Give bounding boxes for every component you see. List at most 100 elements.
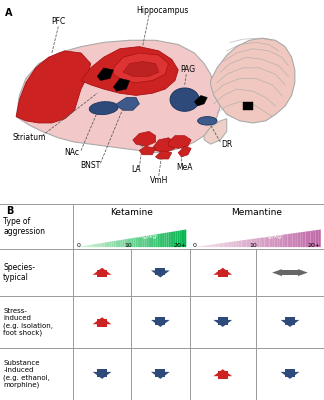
Polygon shape [262,237,264,247]
Polygon shape [213,244,216,247]
Polygon shape [127,239,129,247]
Text: Ketamine: Ketamine [110,208,153,217]
Polygon shape [204,119,227,144]
Polygon shape [162,233,164,247]
Polygon shape [164,233,167,247]
Text: 20+: 20+ [307,243,321,248]
Polygon shape [293,233,295,247]
Polygon shape [247,239,249,247]
Polygon shape [156,317,165,325]
Polygon shape [140,236,142,247]
Polygon shape [118,240,120,247]
Polygon shape [97,68,113,80]
Polygon shape [298,232,300,247]
Polygon shape [98,243,100,247]
Polygon shape [211,38,295,123]
Polygon shape [142,236,145,247]
Polygon shape [122,239,125,247]
Polygon shape [156,369,165,377]
Polygon shape [234,241,236,247]
Polygon shape [216,244,218,247]
Polygon shape [259,238,262,247]
Polygon shape [243,102,253,110]
Polygon shape [113,53,168,83]
Text: Memantine: Memantine [231,208,282,217]
Polygon shape [97,319,107,327]
Polygon shape [272,269,282,276]
Polygon shape [285,317,295,325]
Polygon shape [97,369,107,377]
Polygon shape [93,372,111,379]
Polygon shape [218,371,228,379]
Polygon shape [107,242,109,247]
Polygon shape [249,239,252,247]
Polygon shape [156,234,158,247]
Polygon shape [105,242,107,247]
Text: Type of
aggression: Type of aggression [3,217,45,236]
Text: A: A [5,8,12,18]
Polygon shape [83,246,85,247]
Polygon shape [151,235,153,247]
Polygon shape [208,245,211,247]
Polygon shape [287,234,290,247]
Polygon shape [282,234,285,247]
Polygon shape [125,239,127,247]
Polygon shape [295,233,298,247]
Polygon shape [201,246,203,247]
Polygon shape [195,246,198,247]
Polygon shape [229,242,231,247]
Polygon shape [94,244,96,247]
Text: 10: 10 [124,243,132,248]
Polygon shape [214,369,232,376]
Polygon shape [203,245,205,247]
Polygon shape [123,62,159,76]
Polygon shape [318,230,321,247]
Polygon shape [275,236,277,247]
Ellipse shape [198,116,217,125]
Polygon shape [224,242,226,247]
Polygon shape [308,231,310,247]
Polygon shape [231,242,234,247]
Polygon shape [194,95,207,106]
Polygon shape [182,230,184,247]
Polygon shape [168,136,191,148]
Text: Stress-
induced
(e.g. isolation,
foot shock): Stress- induced (e.g. isolation, foot sh… [3,308,53,336]
Polygon shape [113,78,130,91]
Polygon shape [151,372,170,379]
Polygon shape [120,240,122,247]
Polygon shape [131,238,133,247]
Text: 10: 10 [250,243,257,248]
Polygon shape [158,234,160,247]
Text: mg/kg: mg/kg [263,234,283,239]
Polygon shape [282,270,298,275]
Polygon shape [281,320,299,327]
Text: DR: DR [221,140,232,149]
Polygon shape [152,138,175,153]
Polygon shape [221,243,224,247]
Polygon shape [214,268,232,275]
Polygon shape [272,236,275,247]
Polygon shape [218,243,221,247]
Polygon shape [111,241,114,247]
Polygon shape [303,232,306,247]
Polygon shape [211,244,213,247]
Polygon shape [93,317,111,324]
Polygon shape [78,246,81,247]
Text: Substance
-induced
(e.g. ethanol,
morphine): Substance -induced (e.g. ethanol, morphi… [3,360,50,388]
Text: MeA: MeA [177,163,193,172]
Polygon shape [173,231,175,247]
Polygon shape [100,243,103,247]
Polygon shape [180,230,182,247]
Polygon shape [281,372,299,379]
Polygon shape [184,230,186,247]
Polygon shape [298,269,308,276]
Polygon shape [92,244,94,247]
Text: Species-
typical: Species- typical [3,263,35,282]
Polygon shape [93,268,111,275]
Polygon shape [205,245,208,247]
Polygon shape [133,132,156,146]
Polygon shape [171,232,173,247]
Polygon shape [300,232,303,247]
Text: mg/kg: mg/kg [137,234,157,239]
Polygon shape [114,241,116,247]
